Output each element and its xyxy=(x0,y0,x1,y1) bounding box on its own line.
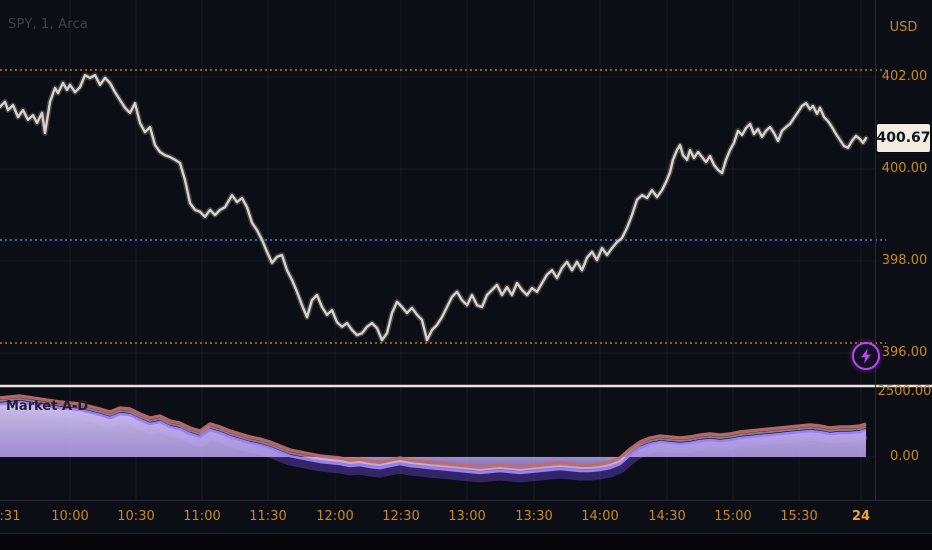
time-axis-label: 10:30 xyxy=(117,509,155,524)
time-axis-label: 13:00 xyxy=(448,509,486,524)
time-axis-label: 10:00 xyxy=(51,509,89,524)
price-axis-label: 400.00 xyxy=(881,161,928,176)
time-axis-label: 13:30 xyxy=(515,509,553,524)
price-axis[interactable]: 402.00 400.00 398.00 396.00 2500.00 0.00 xyxy=(875,0,932,500)
last-price-badge: 400.67 xyxy=(876,124,931,152)
price-axis-label: 2500.00 xyxy=(877,384,932,399)
time-axis-label: 14:00 xyxy=(581,509,619,524)
time-axis-label: 12:00 xyxy=(316,509,354,524)
time-axis-label: 11:30 xyxy=(249,509,287,524)
time-axis-label: 24 xyxy=(851,509,871,524)
bottom-strip xyxy=(0,533,932,550)
indicator-label-market-ad: Market A-D xyxy=(6,399,89,414)
time-axis-label: 15:30 xyxy=(780,509,818,524)
time-axis-label: 15:00 xyxy=(714,509,752,524)
currency-label: USD xyxy=(889,20,918,35)
price-axis-label: 396.00 xyxy=(881,345,928,360)
time-axis-label: 12:30 xyxy=(382,509,420,524)
time-axis-label: :31 xyxy=(0,509,21,524)
time-axis[interactable]: :31 10:00 10:30 11:00 11:30 12:00 12:30 13:00 13… xyxy=(0,500,932,534)
price-axis-label: 398.00 xyxy=(881,253,928,268)
time-axis-label: 11:00 xyxy=(183,509,221,524)
time-axis-label: 14:30 xyxy=(648,509,686,524)
price-axis-label: 0.00 xyxy=(890,449,919,464)
lightning-bolt-glyph xyxy=(861,348,871,364)
lightning-icon[interactable] xyxy=(852,342,880,370)
price-axis-label: 402.00 xyxy=(881,69,928,84)
symbol-title: SPY, 1, Arca xyxy=(8,17,89,32)
